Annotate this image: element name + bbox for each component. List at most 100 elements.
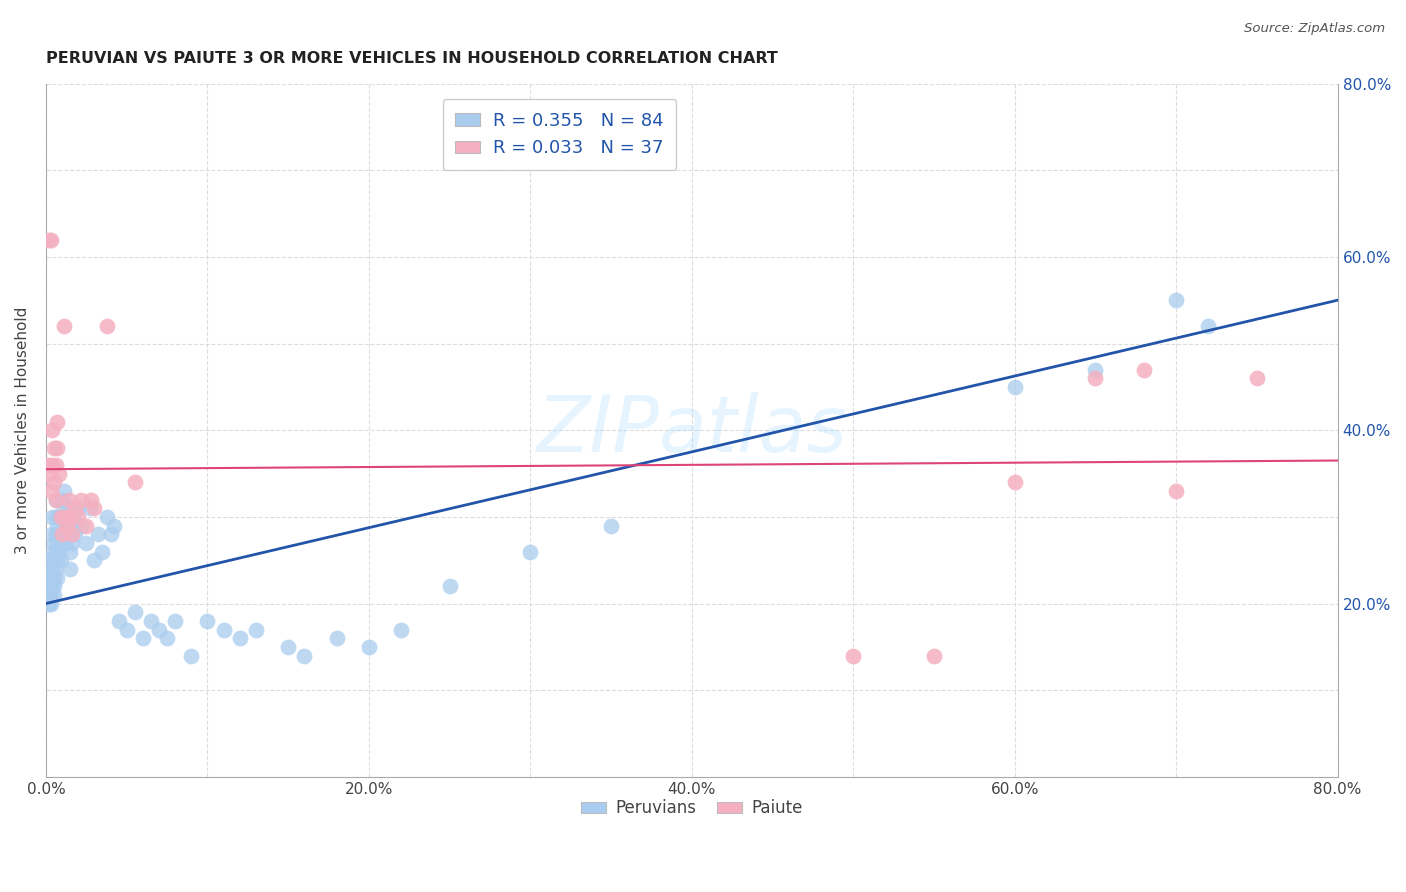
Point: [389, 623, 412, 637]
Point: [53, 518, 76, 533]
Point: [922, 648, 945, 663]
Point: [63, 501, 86, 516]
Point: [519, 544, 541, 558]
Point: [49, 509, 72, 524]
Point: [59, 544, 82, 558]
Point: [52, 319, 75, 334]
Point: [59, 562, 82, 576]
Point: [45, 458, 67, 472]
Point: [53, 509, 76, 524]
Point: [277, 640, 299, 654]
Point: [1004, 380, 1026, 394]
Point: [41, 579, 63, 593]
Point: [51, 492, 73, 507]
Point: [41, 527, 63, 541]
Point: [38, 233, 60, 247]
Y-axis label: 3 or more Vehicles in Household: 3 or more Vehicles in Household: [15, 307, 30, 554]
Point: [1133, 362, 1156, 376]
Point: [60, 527, 83, 541]
Point: [41, 562, 63, 576]
Point: [42, 536, 65, 550]
Point: [70, 492, 93, 507]
Point: [39, 570, 62, 584]
Point: [45, 509, 67, 524]
Point: [59, 509, 82, 524]
Point: [58, 492, 80, 507]
Point: [51, 509, 73, 524]
Point: [292, 648, 315, 663]
Point: [56, 509, 79, 524]
Point: [42, 570, 65, 584]
Point: [1166, 293, 1188, 308]
Point: [56, 527, 79, 541]
Point: [96, 509, 118, 524]
Point: [41, 509, 63, 524]
Point: [156, 631, 179, 645]
Point: [75, 536, 97, 550]
Point: [38, 570, 60, 584]
Point: [46, 518, 69, 533]
Point: [60, 536, 83, 550]
Point: [37, 562, 59, 576]
Point: [46, 536, 69, 550]
Point: [51, 527, 73, 541]
Point: [600, 518, 623, 533]
Point: [39, 597, 62, 611]
Point: [357, 640, 380, 654]
Point: [1166, 483, 1188, 498]
Point: [80, 492, 103, 507]
Point: [38, 588, 60, 602]
Point: [58, 501, 80, 516]
Point: [83, 553, 105, 567]
Point: [1084, 371, 1107, 385]
Point: [96, 319, 118, 334]
Point: [45, 544, 67, 558]
Point: [39, 579, 62, 593]
Point: [37, 458, 59, 472]
Point: [51, 527, 73, 541]
Point: [52, 501, 75, 516]
Point: [67, 501, 90, 516]
Point: [48, 527, 70, 541]
Point: [39, 588, 62, 602]
Point: [62, 509, 84, 524]
Point: [49, 536, 72, 550]
Point: [67, 509, 90, 524]
Point: [46, 570, 69, 584]
Point: [245, 623, 267, 637]
Point: [42, 475, 65, 490]
Point: [83, 501, 105, 516]
Point: [42, 441, 65, 455]
Point: [45, 527, 67, 541]
Point: [1084, 362, 1107, 376]
Point: [1198, 319, 1220, 334]
Point: [132, 631, 155, 645]
Point: [439, 579, 461, 593]
Point: [124, 475, 146, 490]
Point: [52, 483, 75, 498]
Point: [86, 527, 108, 541]
Point: [41, 544, 63, 558]
Point: [103, 518, 125, 533]
Point: [842, 648, 865, 663]
Text: ZIPatlas: ZIPatlas: [536, 392, 848, 468]
Point: [91, 544, 114, 558]
Point: [46, 415, 69, 429]
Point: [165, 614, 187, 628]
Point: [39, 233, 62, 247]
Point: [45, 492, 67, 507]
Point: [100, 527, 122, 541]
Point: [124, 605, 146, 619]
Point: [197, 614, 219, 628]
Point: [107, 614, 129, 628]
Point: [115, 623, 138, 637]
Point: [48, 467, 70, 481]
Point: [46, 553, 69, 567]
Point: [49, 553, 72, 567]
Text: PERUVIAN VS PAIUTE 3 OR MORE VEHICLES IN HOUSEHOLD CORRELATION CHART: PERUVIAN VS PAIUTE 3 OR MORE VEHICLES IN…: [46, 51, 778, 66]
Point: [228, 631, 250, 645]
Point: [1246, 371, 1268, 385]
Point: [39, 483, 62, 498]
Point: [42, 588, 65, 602]
Point: [38, 579, 60, 593]
